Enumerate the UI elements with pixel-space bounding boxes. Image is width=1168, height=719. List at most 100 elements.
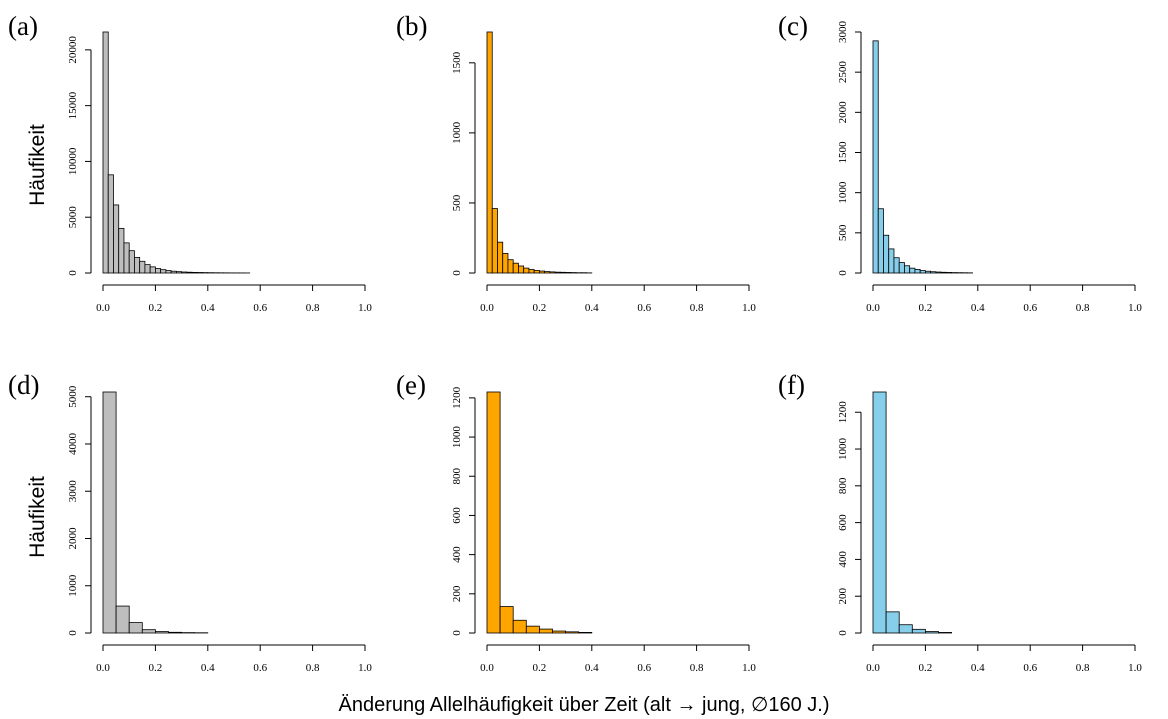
x-tick-label: 0.6 xyxy=(637,662,651,674)
histogram-bar xyxy=(115,605,130,634)
histogram-bar xyxy=(539,270,546,274)
y-tick-label: 200 xyxy=(837,587,849,604)
histogram-bar xyxy=(107,174,114,274)
histogram-bar xyxy=(102,391,117,634)
histogram-bar xyxy=(144,264,151,274)
y-axis-label-top: Häufikeit xyxy=(26,124,49,206)
histogram-bar xyxy=(925,270,932,274)
x-tick-label: 0.0 xyxy=(866,302,880,314)
histogram-bar xyxy=(578,632,593,634)
y-tick-label: 1000 xyxy=(451,426,463,449)
x-tick-label: 0.0 xyxy=(96,662,110,674)
x-tick-label: 0.4 xyxy=(971,302,985,314)
x-tick-label: 0.0 xyxy=(866,662,880,674)
y-tick-label: 15000 xyxy=(67,91,79,119)
y-tick-label: 20000 xyxy=(67,36,79,64)
histogram-bar xyxy=(565,272,572,274)
histogram-bar xyxy=(919,270,926,274)
x-tick-label: 0.2 xyxy=(919,662,933,674)
histogram-bar xyxy=(165,270,172,274)
histogram-bar xyxy=(554,271,561,274)
y-tick-label: 800 xyxy=(837,477,849,494)
histogram-bar xyxy=(898,262,905,274)
histogram-bar xyxy=(154,268,162,274)
histogram-bar xyxy=(911,628,926,634)
y-axis-label-bottom: Häufikeit xyxy=(26,476,49,558)
histogram-bar xyxy=(888,248,895,274)
histogram-bar xyxy=(945,272,952,274)
histogram-bar xyxy=(113,204,120,274)
y-tick-label: 500 xyxy=(451,194,463,211)
y-tick-label: 1200 xyxy=(451,386,463,409)
y-tick-label: 2000 xyxy=(67,527,79,550)
x-tick-label: 1.0 xyxy=(1128,662,1142,674)
y-tick-label: 500 xyxy=(837,224,849,241)
panels-group: (a)0.0 0.2 0.4 0.6 0.8 1.00500010000150002000… xyxy=(8,11,1142,674)
histogram-bar xyxy=(893,257,900,274)
y-tick-label: 1200 xyxy=(837,401,849,424)
y-tick-label: 200 xyxy=(451,585,463,602)
histogram-bar xyxy=(552,630,567,634)
histogram-bar xyxy=(930,271,937,274)
x-tick-label: 0.8 xyxy=(1076,302,1090,314)
y-tick-label: 0 xyxy=(837,630,849,636)
y-tick-label: 1500 xyxy=(837,141,849,164)
y-tick-label: 0 xyxy=(67,270,79,276)
histogram-bar xyxy=(191,271,198,274)
x-tick-label: 1.0 xyxy=(742,302,756,314)
panel-2: (c) 0.0 0.2 0.4 0.6 0.8 1.0 0 500 1000 1500 2000 250… xyxy=(778,11,1142,314)
x-tick-label: 0.2 xyxy=(149,302,163,314)
histogram-bar xyxy=(885,611,900,634)
x-tick-label: 1.0 xyxy=(358,662,372,674)
histogram-bar xyxy=(181,271,188,274)
y-tick-label: 2500 xyxy=(837,61,849,84)
histogram-bar xyxy=(525,625,540,634)
histogram-bar xyxy=(523,267,530,274)
y-tick-label: 600 xyxy=(451,507,463,524)
histogram-bar xyxy=(507,259,514,274)
histogram-bar xyxy=(123,242,130,274)
histogram-bar xyxy=(872,391,887,634)
x-tick-label: 1.0 xyxy=(742,662,756,674)
x-tick-label: 0.6 xyxy=(1023,302,1037,314)
histogram-bar xyxy=(149,266,156,274)
histogram-bar xyxy=(544,271,551,274)
x-tick-label: 0.8 xyxy=(690,662,704,674)
histogram-bar xyxy=(128,622,143,634)
histogram-bar xyxy=(170,270,177,274)
y-tick-label: 3000 xyxy=(837,21,849,44)
histogram-bar xyxy=(872,40,879,274)
y-tick-label: 0 xyxy=(451,270,463,276)
y-tick-label: 0 xyxy=(67,630,79,636)
histogram-bar xyxy=(196,272,203,274)
x-tick-label: 0.6 xyxy=(253,302,267,314)
histogram-bar xyxy=(898,624,913,634)
x-tick-label: 0.0 xyxy=(96,302,110,314)
histogram-bar xyxy=(877,208,884,274)
panel-label: (d) xyxy=(8,370,39,400)
histogram-bar xyxy=(883,234,890,274)
x-tick-label: 0.0 xyxy=(480,302,494,314)
x-tick-label: 0.2 xyxy=(919,302,933,314)
y-tick-label: 400 xyxy=(837,551,849,568)
histogram-bar xyxy=(139,260,146,274)
x-tick-label: 0.8 xyxy=(306,662,320,674)
histogram-bar xyxy=(904,265,911,274)
histogram-bar xyxy=(499,606,514,634)
y-tick-label: 1000 xyxy=(837,438,849,461)
histogram-bar xyxy=(512,619,527,634)
histogram-bar xyxy=(533,270,540,274)
histogram-bar xyxy=(940,271,947,274)
panel-0: (a) 0.0 0.2 0.4 0.6 0.8 1.0 0 5000 10000 15000 2000… xyxy=(8,11,372,314)
panel-label: (a) xyxy=(8,11,38,41)
y-tick-label: 4000 xyxy=(67,432,79,455)
histogram-bar xyxy=(154,631,169,634)
x-tick-label: 0.2 xyxy=(533,302,547,314)
y-tick-label: 1000 xyxy=(837,181,849,204)
x-axis-label: Änderung Allelhäufigkeit über Zeit (alt … xyxy=(338,694,829,716)
x-tick-label: 0.4 xyxy=(585,662,599,674)
panel-3: (d) 0.0 0.2 0.4 0.6 0.8 1.0 0 1000 2000 3000 4000 50… xyxy=(8,370,372,674)
histogram-bar xyxy=(175,271,183,274)
histogram-bar xyxy=(118,227,125,274)
y-tick-label: 1000 xyxy=(67,574,79,597)
